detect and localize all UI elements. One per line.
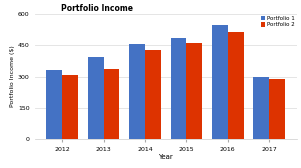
Bar (62, 75, 78, 139)
Bar (104, 69, 119, 139)
Y-axis label: Portfolio Income ($): Portfolio Income ($) (10, 46, 15, 107)
Bar (129, 44, 145, 139)
Legend: Portfolio 1, Portfolio 2: Portfolio 1, Portfolio 2 (260, 16, 295, 28)
Text: Portfolio Income: Portfolio Income (61, 4, 133, 13)
Bar (171, 38, 186, 139)
Bar (253, 76, 269, 139)
X-axis label: Year: Year (158, 154, 173, 160)
Bar (228, 32, 244, 139)
Bar (269, 79, 285, 139)
Bar (186, 43, 202, 139)
Bar (212, 25, 228, 139)
Bar (145, 50, 161, 139)
Bar (88, 57, 104, 139)
Bar (46, 70, 62, 139)
